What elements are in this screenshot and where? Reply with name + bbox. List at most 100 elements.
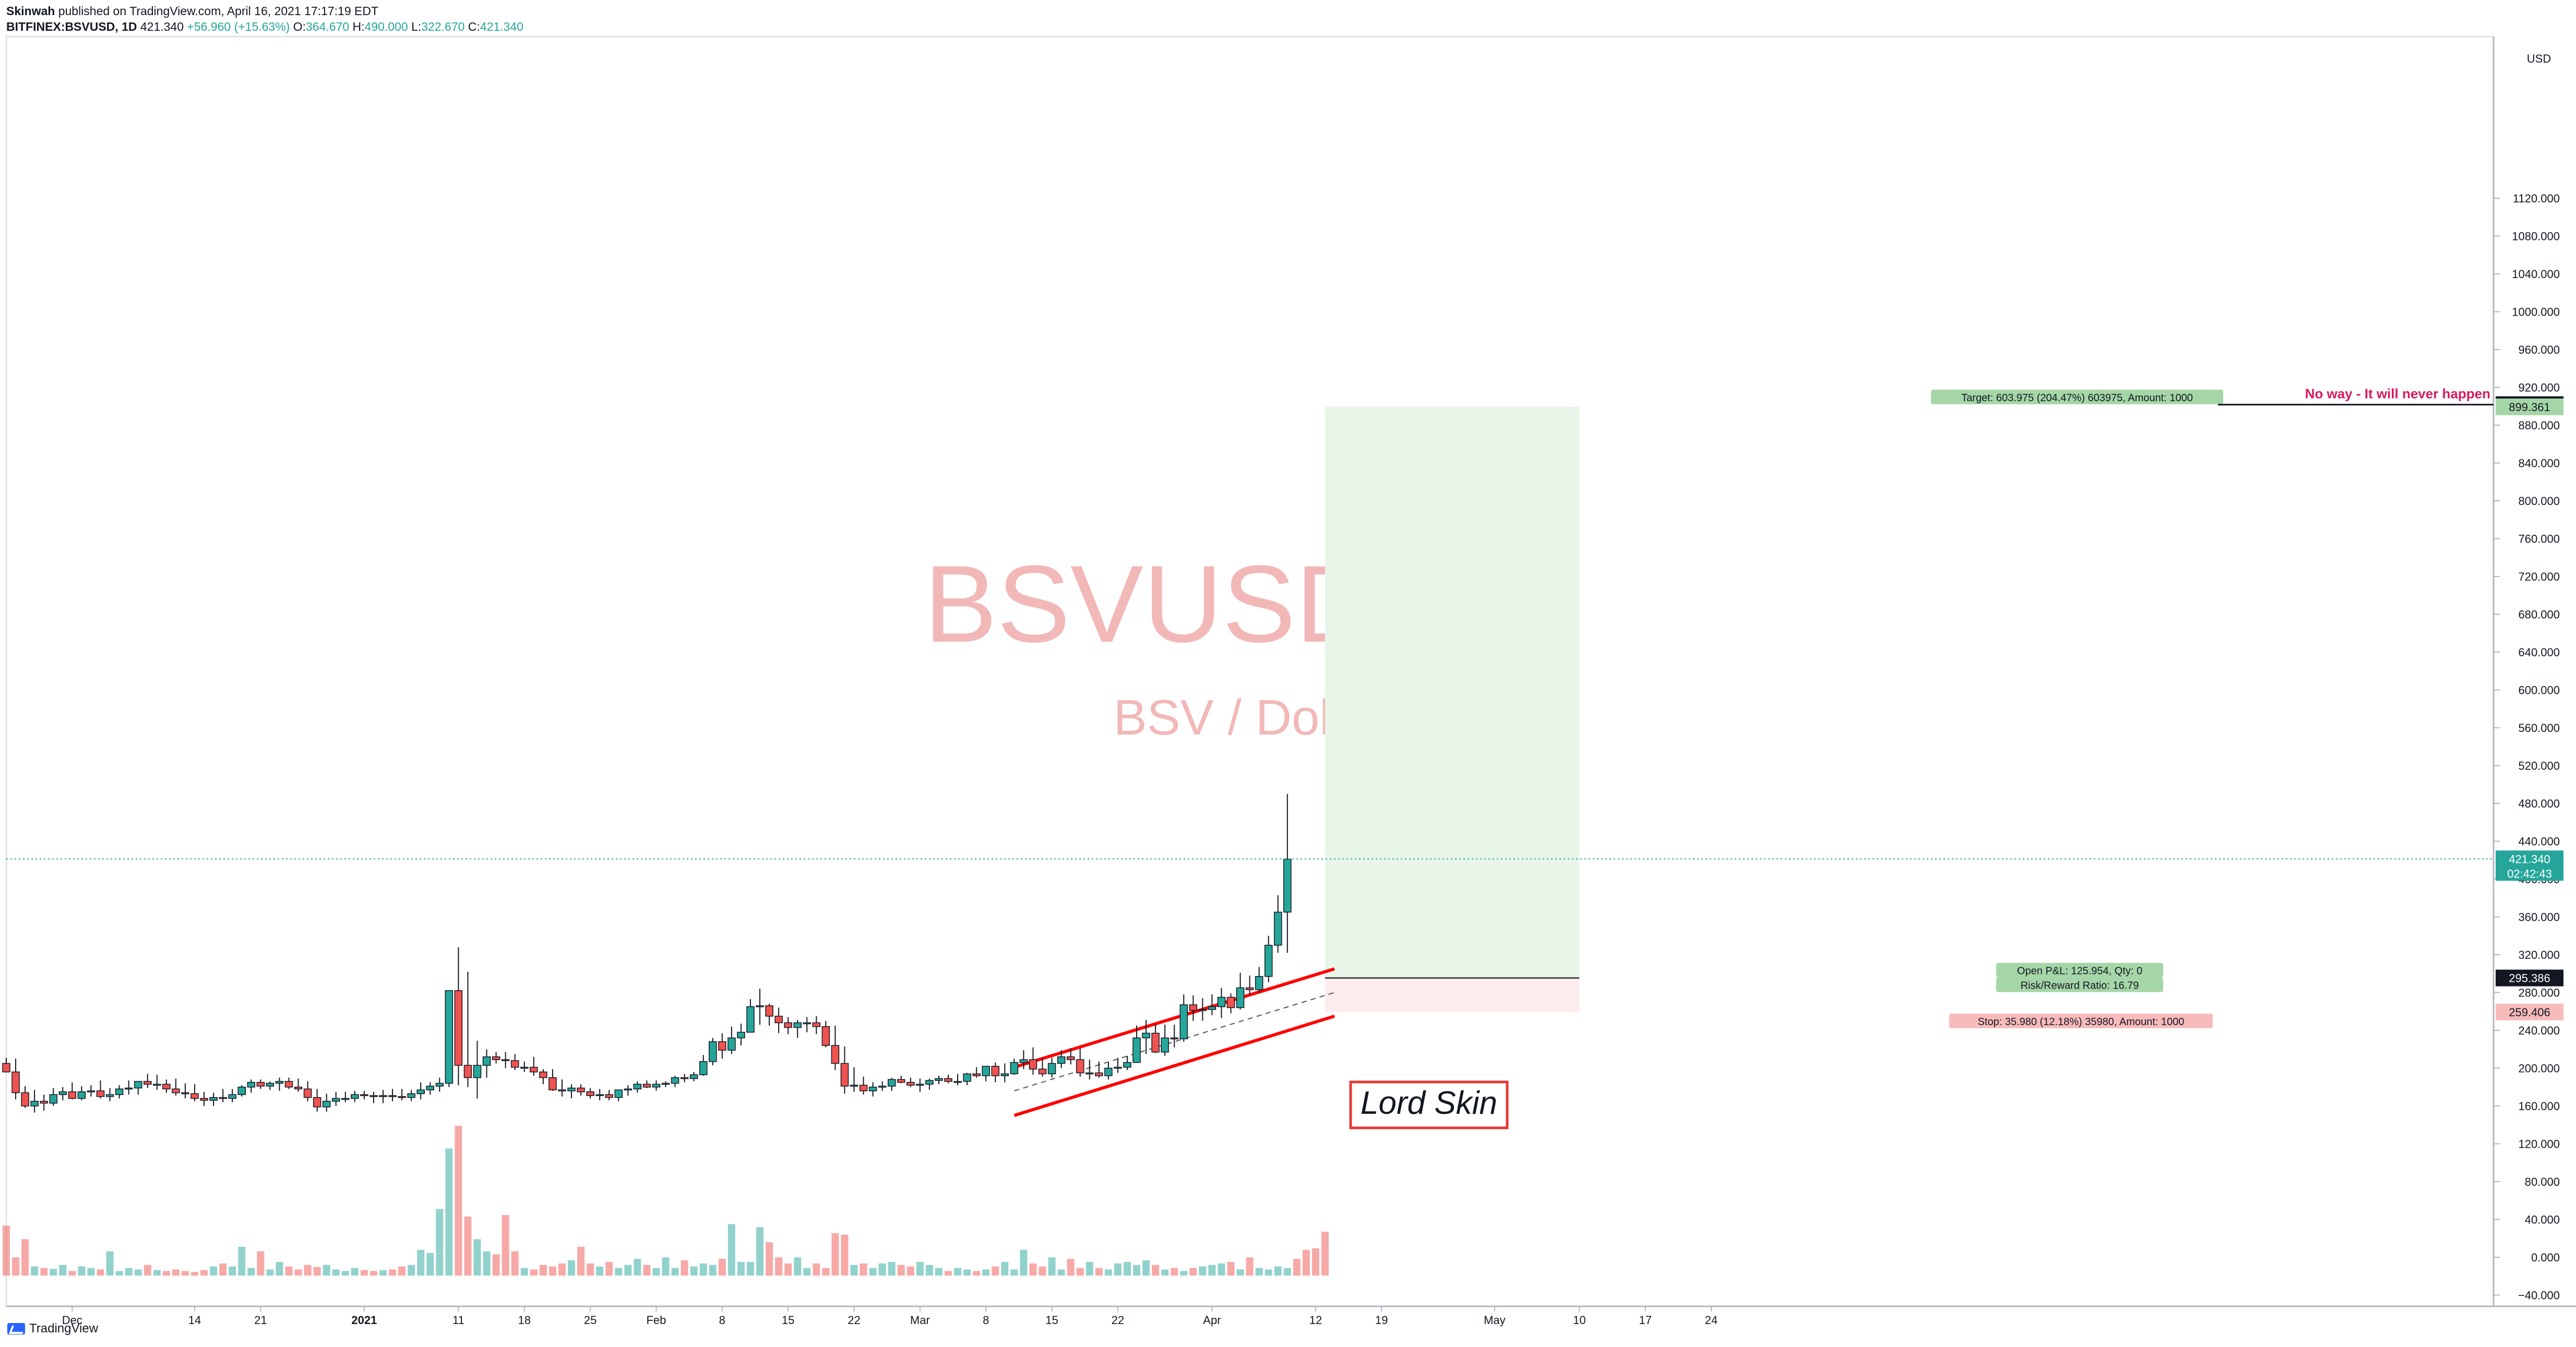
candle [1189,995,1198,1021]
volume-bar [341,1271,349,1276]
candle-body [49,1094,57,1104]
volume-bar [1189,1268,1197,1276]
volume-bar [153,1270,161,1276]
volume-bar [398,1266,406,1276]
candle [1151,1025,1160,1053]
candle-body [624,1088,633,1091]
candle-body [614,1089,623,1098]
candle-body [1208,1006,1217,1010]
candle [718,1033,726,1059]
candle-body [1142,1032,1150,1039]
candle-body [642,1084,651,1088]
price-tick-label: 1080.000 [2512,230,2560,243]
trend-channel[interactable] [1013,967,1335,1117]
time-tick-label: May [1484,1314,1506,1327]
candle [219,1089,227,1102]
candle [30,1090,39,1113]
candle-body [1010,1062,1019,1075]
candle [859,1076,868,1095]
candle-body [313,1097,321,1108]
price-tick-label: 880.000 [2518,419,2560,432]
entry-price-tag-text: 295.386 [2509,972,2550,985]
current-price-tag-bg [2496,850,2563,881]
candle [1132,1025,1141,1063]
time-axis[interactable]: Dec 14 21 2021 11 18 25 Feb 8 15 22 Mar 8 15 22 Apr 12 19… [62,1306,1718,1327]
channel-upper-line [1013,967,1335,1069]
candle-body [1217,996,1226,1007]
price-tick-label: 800.000 [2518,495,2560,508]
volume-bar [1311,1248,1319,1276]
candle [1226,993,1235,1014]
candle [21,1086,29,1108]
candle-body [11,1072,20,1093]
time-tick-label: 8 [983,1314,989,1327]
volume-bar [605,1261,613,1276]
candle-body [1095,1072,1103,1076]
volume-bar [756,1227,764,1276]
volume-bar [351,1268,359,1276]
stop-price-tag-bg [2496,1003,2563,1020]
signature-box[interactable]: Lord Skin [1349,1080,1509,1129]
candle-body [661,1083,670,1085]
open-pnl-label-bg [1996,963,2163,978]
tradingview-brand[interactable]: TradingView [7,1321,98,1337]
candle [1179,994,1188,1042]
candle [322,1093,331,1112]
candle [793,1020,802,1038]
candle [190,1084,199,1101]
volume-bar [992,1266,999,1276]
volume-bar [681,1260,688,1276]
volume-bar [1020,1249,1028,1276]
symbol-name[interactable]: BITFINEX:BSVUSD, 1D [6,20,137,33]
candle-body [209,1097,218,1101]
candle [1161,1025,1169,1056]
candle [209,1092,218,1106]
author-name[interactable]: Skinwah [6,4,55,18]
candle [774,1007,783,1033]
volume-bar [1095,1268,1103,1276]
price-tick-label: 160.000 [2518,1100,2560,1113]
candle-body [1066,1056,1075,1060]
symbol-legend: BITFINEX:BSVUSD, 1D 421.340 +56.960 (+15… [6,19,1572,34]
candle [124,1080,133,1095]
volume-bar [1133,1265,1140,1276]
candle [77,1086,86,1101]
volume-bar [473,1239,481,1276]
candle [463,971,472,1087]
price-tick-label: 720.000 [2518,570,2560,583]
candle-body [153,1084,161,1086]
candle-body [925,1080,934,1085]
candle-body [1264,945,1273,977]
candle-body [728,1037,736,1051]
candle [624,1085,633,1096]
close-value: 421.340 [480,20,523,33]
volume-bar [963,1269,971,1276]
candle [746,999,755,1033]
candle [501,1052,510,1068]
price-tick-label: 120.000 [2518,1138,2560,1151]
candle [398,1089,406,1101]
candle [445,990,454,1087]
candle-body [868,1087,877,1091]
volume-bar [945,1271,952,1276]
volume-bar [1274,1266,1282,1276]
candle-body [897,1079,905,1083]
candle-body [718,1041,726,1051]
candle [1217,988,1226,1018]
candle-body [737,1031,745,1039]
volume-bar [634,1259,641,1276]
price-tick-label: 1120.000 [2513,192,2560,205]
candle [172,1078,180,1096]
candle [803,1017,811,1032]
volume-bar [699,1263,707,1276]
volume-bar [794,1257,802,1276]
volume-bar [436,1209,444,1276]
candle-body [68,1091,77,1099]
candle-body [294,1087,303,1090]
candle-body [275,1081,284,1084]
candle-body [991,1066,999,1076]
candle [228,1089,236,1102]
price-axis[interactable]: USD −40.000 0.000 40.000 80.000 120.000 160.0… [2494,52,2560,1302]
candle [1283,793,1292,953]
